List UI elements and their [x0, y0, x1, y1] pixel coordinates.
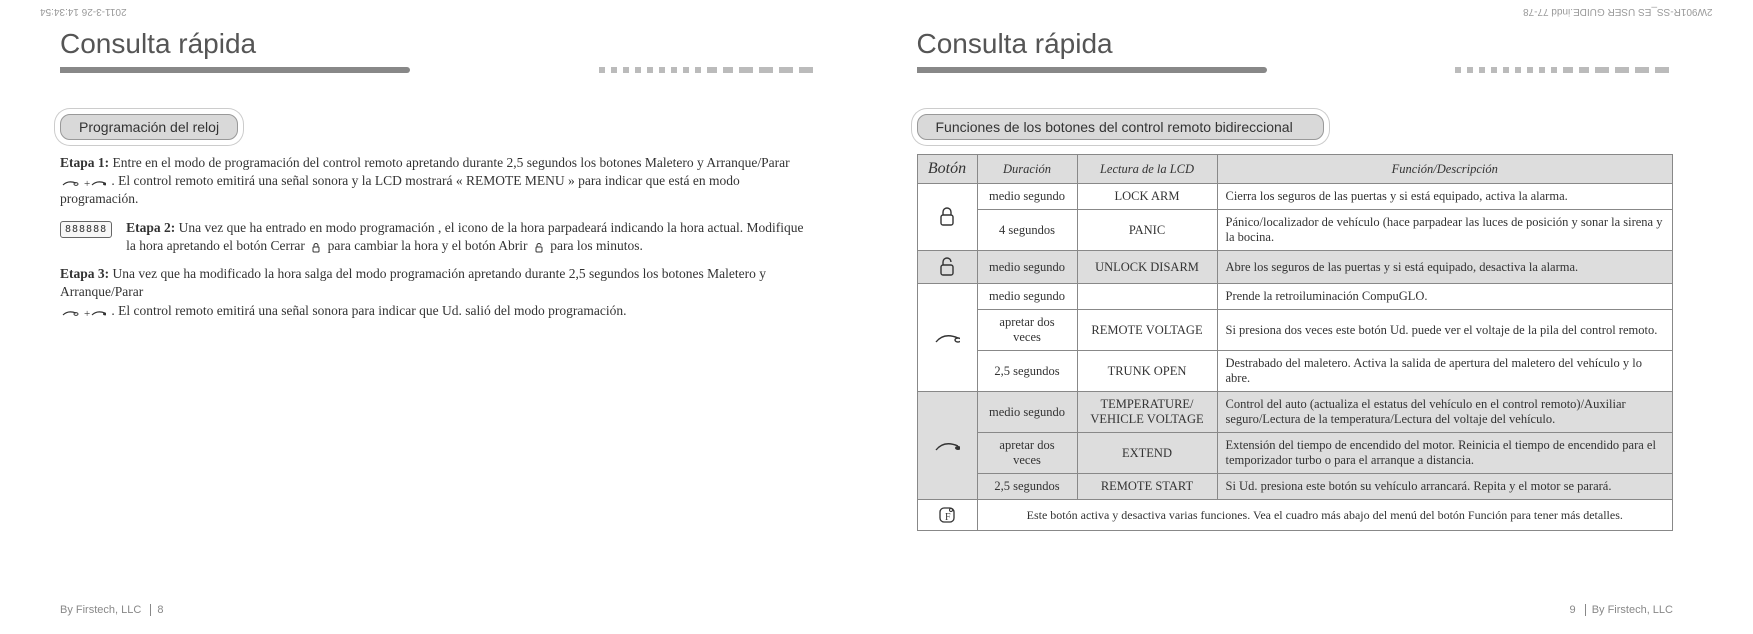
header-underline — [917, 67, 1267, 73]
cell-desc: Destrabado del maletero. Activa la salid… — [1217, 351, 1673, 392]
function-button-icon: F — [917, 500, 977, 531]
cell-lcd: LOCK ARM — [1077, 184, 1217, 210]
footer-right: 9 By Firstech, LLC — [1570, 604, 1674, 616]
footer-brand: By Firstech, LLC — [1592, 604, 1673, 616]
lcd-badge-icon: 888888 — [60, 221, 112, 239]
lock-closed-icon — [917, 184, 977, 251]
table-row: 4 segundos PANIC Pánico/localizador de v… — [917, 210, 1673, 251]
cell-desc: Prende la retroiluminación CompuGLO. — [1217, 284, 1673, 310]
lock-open-icon — [533, 239, 545, 255]
step-1-label: Etapa 1: — [60, 155, 109, 170]
header-dots — [1267, 67, 1674, 73]
table-row: apretar dos veces EXTEND Extensión del t… — [917, 433, 1673, 474]
table-row: medio segundo Prende la retroiluminación… — [917, 284, 1673, 310]
cell-duration: apretar dos veces — [977, 433, 1077, 474]
cell-desc: Cierra los seguros de las puertas y si e… — [1217, 184, 1673, 210]
page-title: Consulta rápida — [917, 28, 1674, 60]
step-3-text-a: Una vez que ha modificado la hora salga … — [60, 266, 766, 299]
page-right: Consulta rápida Funciones de los botones… — [877, 0, 1753, 634]
table-row: apretar dos veces REMOTE VOLTAGE Si pres… — [917, 310, 1673, 351]
cell-duration: medio segundo — [977, 284, 1077, 310]
table-header-row: Botón Duración Lectura de la LCD Función… — [917, 155, 1673, 184]
step-1-text-b: . El control remoto emitirá una señal so… — [60, 173, 740, 206]
step-3-text-b: . El control remoto emitirá una señal so… — [111, 303, 626, 318]
table-row: medio segundo LOCK ARM Cierra los seguro… — [917, 184, 1673, 210]
body-text: Etapa 1: Entre en el modo de programació… — [60, 154, 817, 320]
step-1: Etapa 1: Entre en el modo de programació… — [60, 154, 817, 209]
footer-brand: By Firstech, LLC — [60, 604, 141, 616]
note-text: Este botón activa y desactiva varias fun… — [977, 500, 1673, 531]
th-funcion: Función/Descripción — [1217, 155, 1673, 184]
header-dots — [410, 67, 817, 73]
lock-closed-icon — [310, 239, 322, 255]
lock-open-icon — [917, 251, 977, 284]
th-lcd: Lectura de la LCD — [1077, 155, 1217, 184]
header-underline — [60, 67, 410, 73]
svg-text:+: + — [84, 308, 90, 319]
cell-lcd: EXTEND — [1077, 433, 1217, 474]
step-1-text-a: Entre en el modo de programación del con… — [113, 155, 790, 170]
th-boton: Botón — [917, 155, 977, 184]
step-2-text: Una vez que ha entrado en modo programac… — [126, 220, 803, 253]
step-2-label: Etapa 2: — [126, 220, 175, 235]
page-spread: Consulta rápida Programación del reloj E… — [0, 0, 1753, 634]
table-row: medio segundo TEMPERATURE/ VEHICLE VOLTA… — [917, 392, 1673, 433]
footer-page: 9 — [1570, 604, 1576, 616]
svg-text:F: F — [945, 512, 951, 523]
cell-desc: Control del auto (actualiza el estatus d… — [1217, 392, 1673, 433]
table-row: 2,5 segundos TRUNK OPEN Destrabado del m… — [917, 351, 1673, 392]
page-title: Consulta rápida — [60, 28, 817, 60]
cell-desc: Pánico/localizador de vehículo (hace par… — [1217, 210, 1673, 251]
table-row-note: F Este botón activa y desactiva varias f… — [917, 500, 1673, 531]
functions-table: Botón Duración Lectura de la LCD Función… — [917, 154, 1674, 531]
cell-duration: medio segundo — [977, 251, 1077, 284]
cell-desc: Si presiona dos veces este botón Ud. pue… — [1217, 310, 1673, 351]
cell-duration: 2,5 segundos — [977, 474, 1077, 500]
header-left: Consulta rápida — [60, 28, 817, 74]
section-tab-clock: Programación del reloj — [60, 114, 238, 140]
cell-lcd: TRUNK OPEN — [1077, 351, 1217, 392]
key-start-icon — [917, 392, 977, 500]
trunk-plus-start-icon: + — [62, 174, 106, 190]
footer-left: By Firstech, LLC 8 — [60, 604, 164, 616]
cell-lcd: REMOTE VOLTAGE — [1077, 310, 1217, 351]
table-row: medio segundo UNLOCK DISARM Abre los seg… — [917, 251, 1673, 284]
cell-desc: Si Ud. presiona este botón su vehículo a… — [1217, 474, 1673, 500]
footer-page: 8 — [157, 604, 163, 616]
trunk-plus-start-icon-2: + — [62, 303, 106, 319]
cell-lcd — [1077, 284, 1217, 310]
th-duracion: Duración — [977, 155, 1077, 184]
cell-lcd: TEMPERATURE/ VEHICLE VOLTAGE — [1077, 392, 1217, 433]
header-rule — [917, 66, 1674, 74]
cell-lcd: REMOTE START — [1077, 474, 1217, 500]
step-3-label: Etapa 3: — [60, 266, 109, 281]
table-row: 2,5 segundos REMOTE START Si Ud. presion… — [917, 474, 1673, 500]
cell-desc: Extensión del tiempo de encendido del mo… — [1217, 433, 1673, 474]
cell-lcd: PANIC — [1077, 210, 1217, 251]
header-rule — [60, 66, 817, 74]
cell-lcd: UNLOCK DISARM — [1077, 251, 1217, 284]
cell-duration: 2,5 segundos — [977, 351, 1077, 392]
cell-duration: apretar dos veces — [977, 310, 1077, 351]
svg-text:+: + — [84, 178, 90, 189]
trunk-icon — [917, 284, 977, 392]
cell-desc: Abre los seguros de las puertas y si est… — [1217, 251, 1673, 284]
section-tab-functions: Funciones de los botones del control rem… — [917, 114, 1324, 140]
page-left: Consulta rápida Programación del reloj E… — [0, 0, 877, 634]
cell-duration: medio segundo — [977, 392, 1077, 433]
cell-duration: medio segundo — [977, 184, 1077, 210]
step-2: 888888 Etapa 2: Una vez que ha entrado e… — [60, 219, 817, 255]
cell-duration: 4 segundos — [977, 210, 1077, 251]
header-right: Consulta rápida — [917, 28, 1674, 74]
step-3: Etapa 3: Una vez que ha modificado la ho… — [60, 265, 817, 320]
